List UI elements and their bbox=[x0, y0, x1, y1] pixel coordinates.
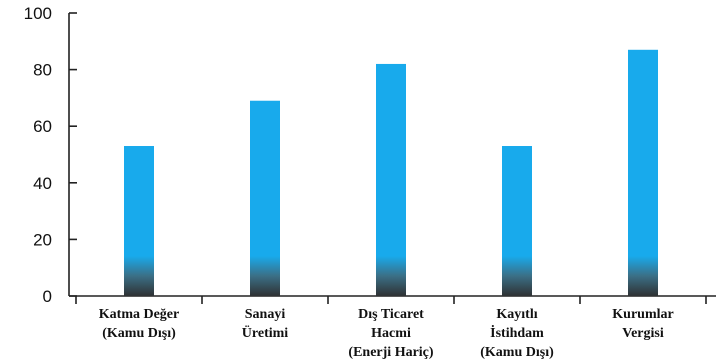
category-label: (Kamu Dışı) bbox=[480, 345, 554, 360]
y-tick-label: 80 bbox=[33, 61, 52, 80]
category-label: (Enerji Hariç) bbox=[348, 345, 433, 360]
bar-base-shade bbox=[250, 256, 280, 296]
y-axis: 0 20 40 60 80 100 bbox=[24, 4, 77, 306]
category-label: Kayıtlı bbox=[496, 307, 537, 322]
bar bbox=[628, 49, 658, 296]
y-tick-label: 60 bbox=[33, 117, 52, 136]
y-tick-label: 0 bbox=[43, 287, 52, 306]
category-label: Sanayi bbox=[245, 307, 286, 322]
category-labels: Katma Değer (Kamu Dışı) Sanayi Üretimi Dış T… bbox=[99, 307, 674, 360]
bar-base-shade bbox=[376, 256, 406, 296]
category-label: (Kamu Dışı) bbox=[102, 326, 176, 341]
category-label: Dış Ticaret bbox=[358, 307, 424, 322]
category-label: Katma Değer bbox=[99, 307, 179, 322]
category-label: Kurumlar bbox=[612, 307, 673, 322]
y-tick-label: 20 bbox=[33, 230, 52, 249]
bars bbox=[124, 49, 658, 296]
category-label: İstihdam bbox=[490, 324, 544, 341]
category-label: Üretimi bbox=[242, 324, 288, 341]
category-label: Vergisi bbox=[622, 326, 664, 341]
bar-base-shade bbox=[502, 256, 532, 296]
y-tick-label: 40 bbox=[33, 174, 52, 193]
bar-base-shade bbox=[124, 256, 154, 296]
bar-base-shade bbox=[628, 256, 658, 296]
x-axis bbox=[69, 295, 716, 304]
y-tick-label: 100 bbox=[24, 4, 52, 23]
category-label: Hacmi bbox=[371, 326, 411, 341]
